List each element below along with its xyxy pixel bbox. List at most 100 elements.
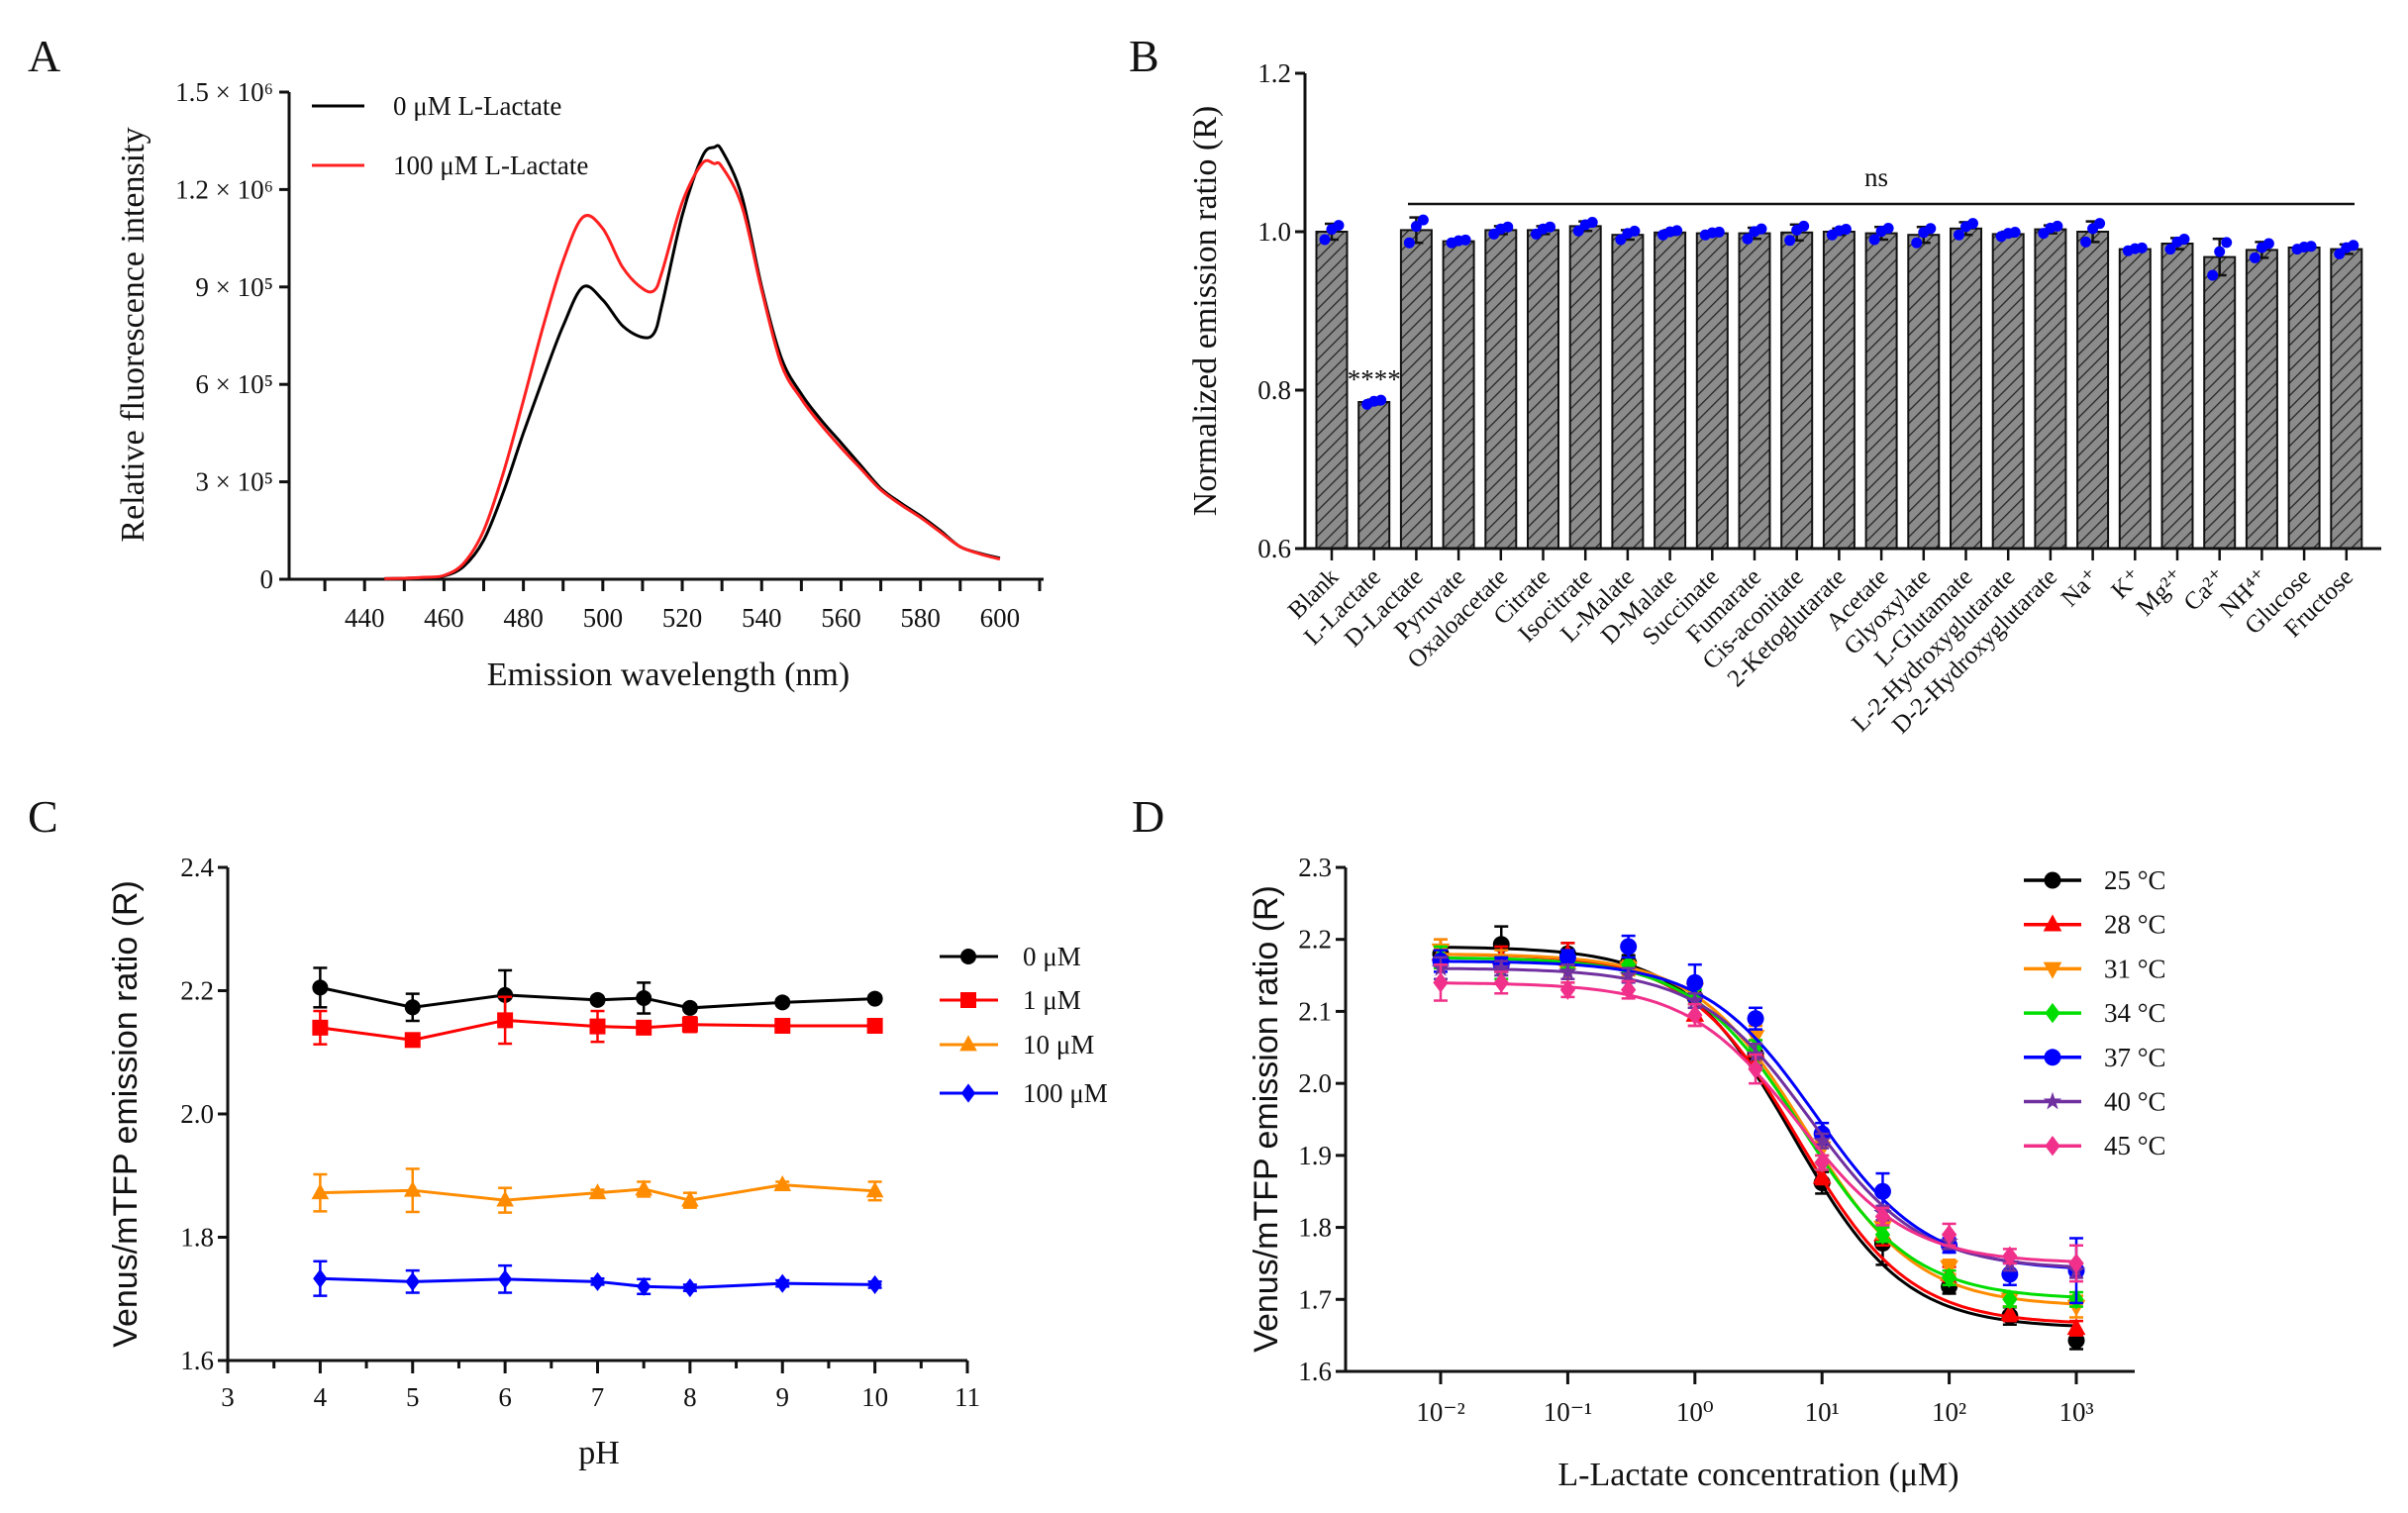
x-tick-label: 480	[503, 603, 544, 633]
bar	[1357, 401, 1391, 550]
data-point	[2066, 1318, 2086, 1336]
data-point	[311, 1183, 330, 1200]
panel-c-ph-dependence: C 1.6 1.8 2.0 2.2 2.4 3 4 5 6 7 8 9 10 11 pH Venus/mTFP …	[28, 791, 1108, 1471]
y-tick-label: 2.0	[180, 1099, 214, 1129]
y-tick-label: 1.2	[1257, 58, 1291, 88]
bar	[2160, 243, 2194, 550]
spectrum-line-1	[384, 158, 1001, 580]
data-point	[2305, 241, 2317, 252]
bar	[1738, 232, 1771, 550]
bar	[1611, 234, 1645, 550]
x-tick-label: Mg²⁺	[2132, 563, 2189, 621]
data-point	[1629, 225, 1641, 237]
data-point	[865, 1181, 884, 1198]
data-point	[404, 1032, 421, 1049]
data-point	[1812, 1166, 1832, 1184]
y-axis-label: Normalized emission ratio (R)	[1187, 106, 1224, 517]
x-tick-label: 3	[221, 1382, 235, 1412]
x-tick-label: 10²	[1932, 1397, 1966, 1427]
y-tick-label: 1.8	[1298, 1213, 1332, 1243]
data-point	[1925, 223, 1937, 235]
panel-d-temperature-dose-response: D 1.6 1.7 1.8 1.9 2.0 2.1 2.2 2.3 10⁻² 10⁻¹ 10⁰ 10¹ 1…	[1132, 791, 2166, 1493]
legend-marker	[960, 949, 976, 964]
series-0	[1432, 925, 2085, 1351]
data-point	[1814, 1152, 1830, 1173]
y-tick-label: 1.8	[180, 1223, 214, 1253]
x-tick-label: 500	[583, 603, 624, 633]
significance-stars: ****	[1348, 364, 1401, 394]
panel-label-b: B	[1129, 31, 1159, 81]
legend-label: 100 μM L-Lactate	[393, 151, 588, 180]
legend-label: 25 °C	[2104, 865, 2166, 895]
bar	[2076, 231, 2110, 550]
y-tick-label: 2.2	[180, 976, 214, 1006]
bar	[2034, 228, 2067, 550]
bar	[1695, 232, 1729, 550]
legend-marker	[2044, 1049, 2061, 1066]
x-tick-label: 460	[424, 603, 464, 633]
bar	[1822, 231, 1856, 550]
x-tick-label: 580	[900, 603, 941, 633]
x-tick-label: 600	[980, 603, 1021, 633]
data-point	[1558, 949, 1576, 966]
y-tick-label: 0	[260, 564, 274, 594]
y-tick-label: 1.7	[1298, 1284, 1332, 1314]
data-point	[1687, 1004, 1703, 1026]
y-tick-label: 2.1	[1298, 996, 1332, 1026]
data-point	[636, 1276, 652, 1296]
data-point	[1410, 221, 1422, 233]
y-tick-label: 2.0	[1298, 1068, 1332, 1098]
bar	[1950, 227, 1982, 551]
data-point	[1671, 225, 1683, 237]
data-point	[1586, 217, 1598, 229]
data-point	[1375, 394, 1387, 406]
data-point	[1742, 233, 1754, 245]
data-point	[867, 1274, 882, 1295]
legend-marker	[2045, 1002, 2060, 1024]
data-point	[2002, 1289, 2018, 1310]
x-tick-label: 540	[742, 603, 782, 633]
data-point	[1433, 972, 1449, 993]
bar	[1399, 229, 1433, 550]
data-point	[405, 1271, 420, 1291]
y-tick-label: 9 × 10⁵	[195, 272, 273, 302]
data-point	[1798, 220, 1810, 232]
data-point	[1967, 218, 1978, 230]
data-point	[1621, 979, 1637, 1000]
ns-label: ns	[1864, 162, 1888, 192]
spectrum-line-0	[384, 144, 1001, 580]
x-tick-label: 520	[662, 603, 703, 633]
y-tick-label: 3 × 10⁵	[195, 467, 273, 497]
x-tick-label: 11	[954, 1382, 980, 1412]
data-point	[1840, 223, 1852, 235]
data-point	[2348, 240, 2359, 252]
series-2	[1431, 938, 2086, 1319]
data-point	[1747, 1010, 1764, 1028]
data-point	[1559, 979, 1576, 1000]
bar	[2118, 248, 2152, 550]
series-1	[312, 995, 883, 1049]
y-tick-label: 1.9	[1298, 1141, 1332, 1170]
data-point	[1545, 221, 1555, 233]
series-line	[320, 1276, 875, 1290]
y-tick-label: 1.0	[1257, 217, 1291, 247]
data-point	[589, 991, 606, 1008]
data-point	[2068, 1253, 2084, 1274]
data-point	[590, 1271, 605, 1291]
data-point	[681, 1016, 698, 1033]
bar	[1991, 233, 2025, 550]
bar	[2245, 249, 2278, 550]
legend-label: 100 μM	[1023, 1078, 1108, 1108]
legend-label: 31 °C	[2104, 954, 2166, 983]
data-point	[2164, 244, 2176, 255]
data-point	[497, 986, 514, 1003]
y-tick-label: 2.4	[180, 853, 214, 882]
x-axis-label: pH	[578, 1435, 620, 1471]
series-5	[1431, 956, 2086, 1279]
bar	[1568, 225, 1602, 550]
data-point	[589, 1018, 606, 1035]
data-point	[866, 990, 883, 1007]
y-axis-label: Venus/mTFP emission ratio (R)	[107, 880, 145, 1348]
bar	[2203, 255, 2237, 550]
data-point	[2052, 220, 2063, 232]
